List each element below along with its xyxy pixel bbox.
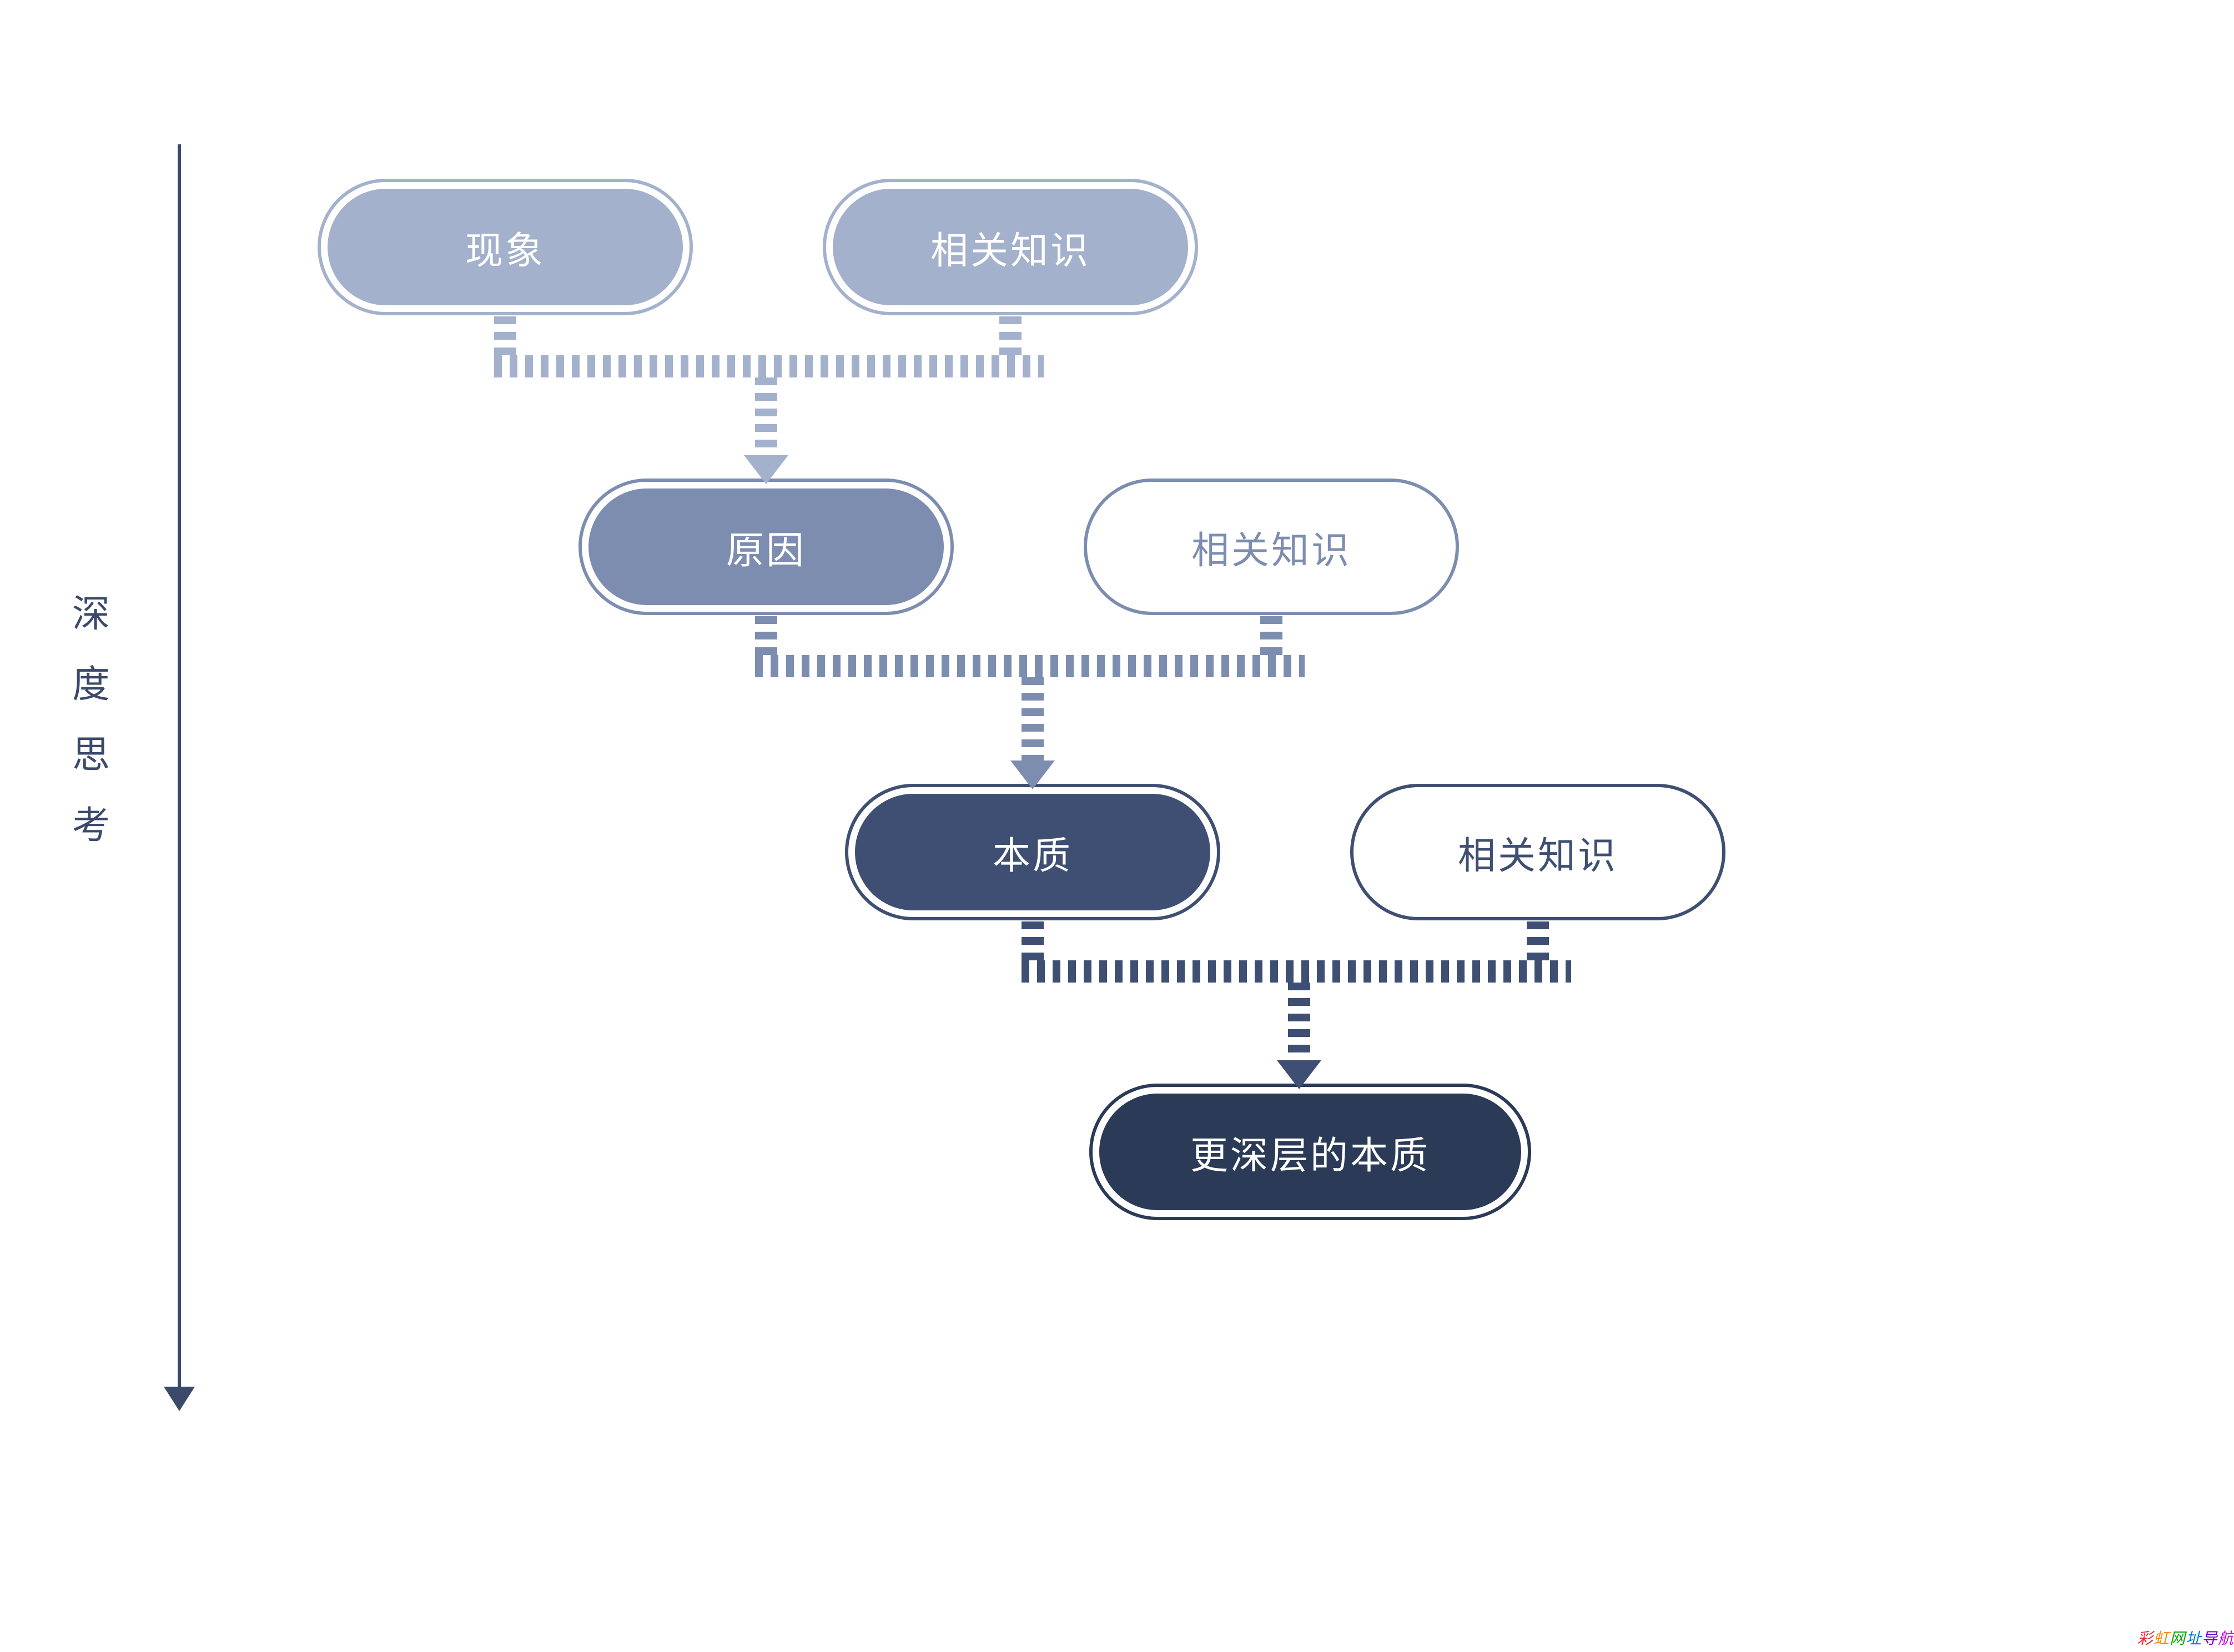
connector-h bbox=[494, 355, 1044, 377]
axis-arrow-head bbox=[164, 1387, 195, 1411]
node-label: 相关知识 bbox=[1458, 825, 1618, 880]
node-n4: 更深层的本质 bbox=[1099, 1094, 1521, 1210]
axis-label-char: 思 bbox=[72, 724, 111, 779]
axis-label-char: 深 bbox=[72, 583, 111, 638]
connector-v bbox=[755, 616, 777, 655]
node-label: 本质 bbox=[993, 825, 1073, 880]
connector-v bbox=[1022, 677, 1044, 760]
connector-arrow bbox=[1277, 1060, 1321, 1089]
axis-label-char: 度 bbox=[72, 653, 111, 708]
node-label: 原因 bbox=[726, 520, 806, 575]
node-n1: 现象 bbox=[328, 189, 683, 305]
watermark-char: 导 bbox=[2202, 1626, 2218, 1649]
diagram-canvas: 深度思考现象相关知识原因相关知识本质相关知识更深层的本质彩虹网址导航 bbox=[0, 0, 2234, 1652]
watermark-char: 虹 bbox=[2154, 1626, 2170, 1649]
node-label: 更深层的本质 bbox=[1190, 1125, 1430, 1180]
node-label: 相关知识 bbox=[930, 220, 1090, 275]
watermark-char: 航 bbox=[2218, 1626, 2234, 1649]
connector-v bbox=[1260, 616, 1282, 655]
axis-label: 深度思考 bbox=[72, 583, 111, 849]
connector-arrow bbox=[744, 455, 788, 484]
node-k2: 相关知识 bbox=[1094, 488, 1449, 605]
connector-v bbox=[1527, 921, 1549, 960]
watermark-char: 网 bbox=[2170, 1626, 2186, 1649]
connector-v bbox=[1288, 983, 1310, 1060]
connector-h bbox=[1022, 960, 1571, 983]
node-n3: 本质 bbox=[855, 794, 1210, 910]
axis-arrow bbox=[178, 144, 181, 1388]
node-k3: 相关知识 bbox=[1360, 794, 1715, 910]
connector-v bbox=[494, 316, 516, 355]
node-k1: 相关知识 bbox=[833, 189, 1188, 305]
connector-v bbox=[999, 316, 1022, 355]
watermark: 彩虹网址导航 bbox=[2137, 1626, 2234, 1649]
node-n2: 原因 bbox=[588, 488, 944, 605]
axis-label-char: 考 bbox=[72, 794, 111, 849]
connector-v bbox=[1022, 921, 1044, 960]
connector-v bbox=[755, 377, 777, 455]
watermark-char: 彩 bbox=[2137, 1626, 2154, 1649]
watermark-char: 址 bbox=[2186, 1626, 2202, 1649]
node-label: 现象 bbox=[465, 220, 545, 275]
connector-arrow bbox=[1010, 760, 1055, 789]
connector-h bbox=[755, 655, 1305, 677]
node-label: 相关知识 bbox=[1191, 520, 1351, 575]
